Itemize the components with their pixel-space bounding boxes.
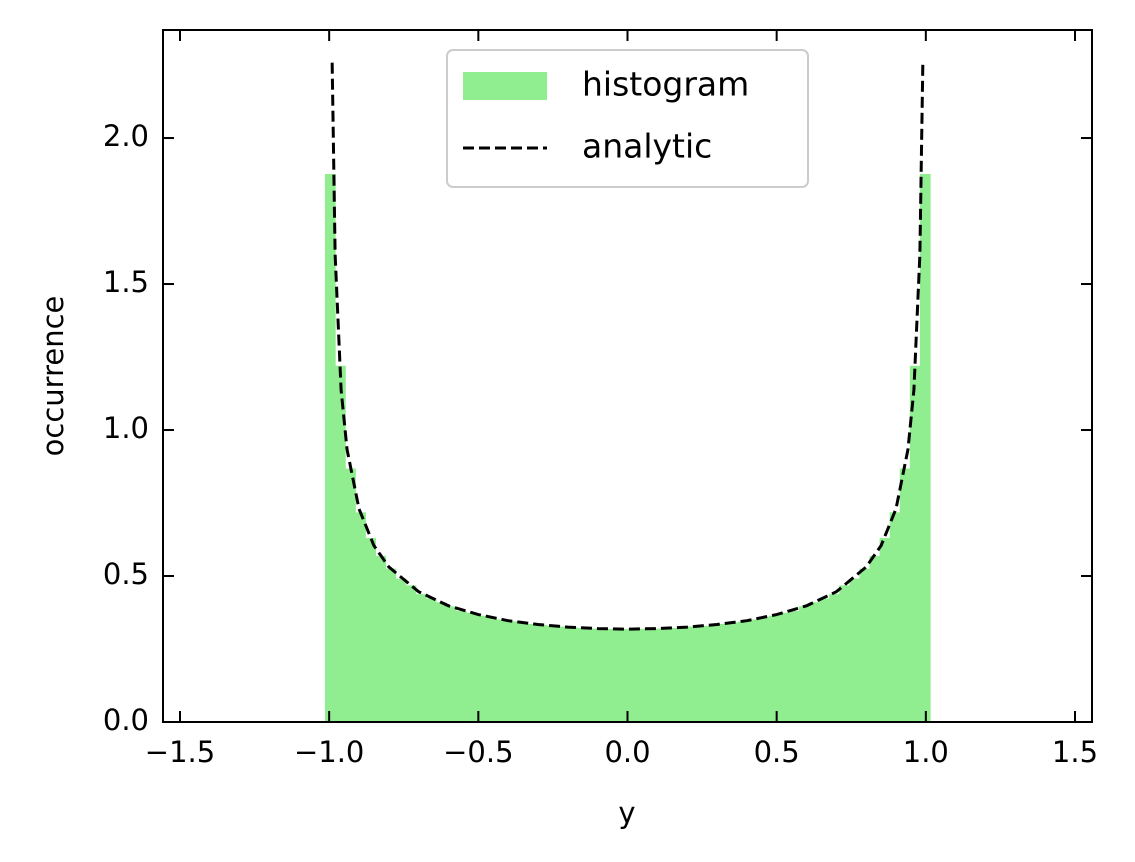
histogram-bar [637, 628, 649, 722]
histogram-bar [435, 602, 447, 722]
histogram-bar [516, 622, 528, 722]
histogram-bar [657, 628, 669, 722]
plot-area [324, 62, 931, 722]
histogram-bar [869, 555, 881, 722]
histogram-bar [597, 628, 608, 722]
histogram-bar [536, 625, 548, 722]
histogram-bar [577, 627, 588, 722]
histogram-bar [546, 625, 558, 722]
histogram-bar [607, 628, 619, 722]
histogram-bar [395, 578, 407, 722]
histogram-bar [617, 629, 629, 722]
histogram-bar [385, 568, 397, 722]
y-tick-label: 0.0 [103, 703, 149, 737]
histogram-bar [798, 606, 810, 722]
histogram-bar [778, 612, 790, 722]
histogram-bar [758, 617, 770, 722]
x-tick-label: 1.5 [1052, 735, 1098, 769]
histogram-bar [324, 173, 336, 722]
histogram-bar [476, 615, 487, 722]
histogram-bar [486, 617, 498, 722]
legend-swatch [463, 72, 547, 100]
x-tick-label: 1.0 [903, 735, 949, 769]
histogram-bar [526, 623, 538, 722]
histogram-bar [708, 625, 719, 722]
y-tick-label: 1.0 [103, 411, 149, 445]
histogram-bar [405, 585, 417, 722]
histogram-bar [899, 468, 911, 722]
histogram-bar [445, 606, 457, 722]
y-tick-label: 2.0 [103, 119, 149, 153]
histogram-bar [647, 628, 659, 722]
histogram-bar [355, 512, 366, 722]
histogram-bar [335, 365, 346, 722]
histogram-bar [788, 611, 800, 722]
histogram-bar [819, 598, 830, 722]
histogram-bar [728, 622, 740, 722]
histogram-bar [809, 602, 820, 722]
legend-label: histogram [582, 65, 749, 104]
histogram-bar [456, 611, 467, 722]
histogram-bar [466, 612, 477, 722]
x-axis-label: y [618, 796, 635, 830]
histogram-bar [627, 629, 639, 722]
histogram-bar [859, 568, 871, 722]
histogram-bar [698, 625, 709, 722]
histogram-bar [738, 621, 750, 722]
histogram-bar [829, 594, 840, 722]
legend: histogram analytic [446, 49, 809, 188]
legend-label: analytic [582, 127, 712, 166]
y-axis-label: occurrence [36, 296, 70, 457]
histogram-bar [556, 626, 568, 722]
histogram-bar [748, 619, 760, 722]
histogram-bar [496, 619, 508, 722]
histogram-bar [839, 585, 850, 722]
histogram-bar [879, 538, 891, 722]
x-tick-label: −0.5 [443, 735, 513, 769]
histogram-bar [889, 512, 901, 722]
histogram-bar [566, 627, 578, 722]
histogram-bar [768, 615, 780, 722]
histogram-bar [587, 628, 598, 722]
y-tick-label: 0.5 [103, 557, 149, 591]
x-tick-label: −1.5 [145, 735, 215, 769]
x-tick-label: −1.0 [294, 735, 364, 769]
histogram-bar [506, 621, 518, 722]
histogram-bar [425, 598, 437, 722]
histogram-bar [415, 594, 427, 722]
histogram-bar [849, 578, 861, 722]
x-tick-label: 0.5 [754, 735, 800, 769]
histogram-bar [345, 468, 356, 722]
histogram-bar [909, 365, 921, 722]
histogram-bar [667, 627, 679, 722]
x-tick-label: 0.0 [604, 735, 650, 769]
histogram-bar [718, 623, 729, 722]
y-tick-label: 1.5 [103, 265, 149, 299]
analytic-line [330, 62, 925, 631]
histogram-bar [919, 173, 931, 722]
histogram-bar [677, 627, 689, 722]
histogram-bar [365, 538, 377, 722]
histogram-bar [688, 626, 699, 722]
histogram-bar [375, 555, 387, 722]
